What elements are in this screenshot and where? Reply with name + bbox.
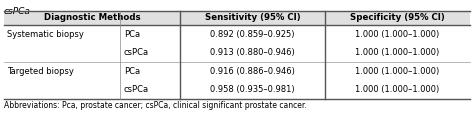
Text: Sensitivity (95% CI): Sensitivity (95% CI) [205, 13, 301, 22]
Text: Systematic biopsy: Systematic biopsy [7, 30, 84, 39]
Text: 1.000 (1.000–1.000): 1.000 (1.000–1.000) [356, 30, 439, 39]
Bar [4, 11, 470, 25]
Text: csPCa: csPCa [124, 85, 149, 94]
Text: 1.000 (1.000–1.000): 1.000 (1.000–1.000) [356, 67, 439, 76]
Text: PCa: PCa [124, 30, 140, 39]
Text: csPCa: csPCa [4, 7, 31, 16]
Text: Specificity (95% CI): Specificity (95% CI) [350, 13, 445, 22]
Text: 1.000 (1.000–1.000): 1.000 (1.000–1.000) [356, 85, 439, 94]
Text: Abbreviations: Pca, prostate cancer; csPCa, clinical significant prostate cancer: Abbreviations: Pca, prostate cancer; csP… [4, 101, 307, 110]
Text: Targeted biopsy: Targeted biopsy [7, 67, 74, 76]
Text: 0.958 (0.935–0.981): 0.958 (0.935–0.981) [210, 85, 295, 94]
Text: 1.000 (1.000–1.000): 1.000 (1.000–1.000) [356, 48, 439, 57]
Text: PCa: PCa [124, 67, 140, 76]
Text: 0.916 (0.886–0.946): 0.916 (0.886–0.946) [210, 67, 295, 76]
Text: 0.892 (0.859–0.925): 0.892 (0.859–0.925) [210, 30, 295, 39]
Text: 0.913 (0.880–0.946): 0.913 (0.880–0.946) [210, 48, 295, 57]
Text: csPCa: csPCa [124, 48, 149, 57]
Text: Diagnostic Methods: Diagnostic Methods [44, 13, 140, 22]
